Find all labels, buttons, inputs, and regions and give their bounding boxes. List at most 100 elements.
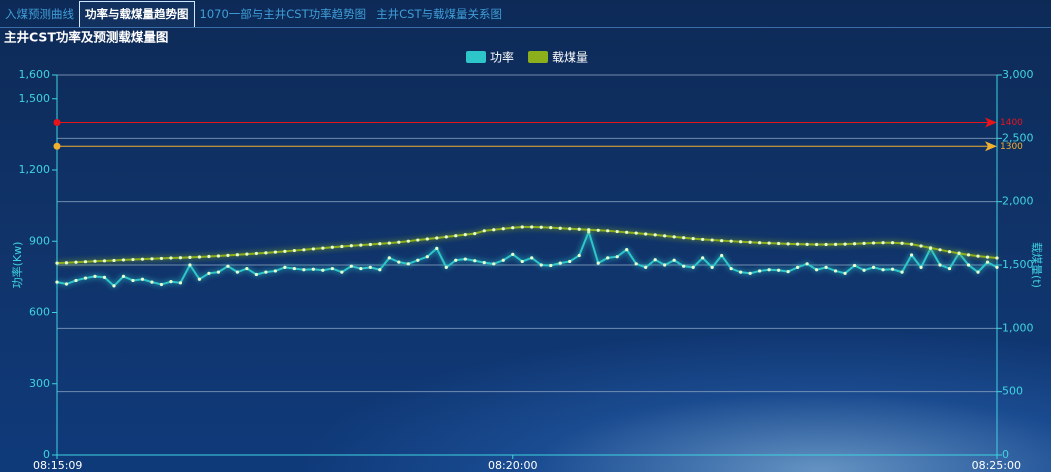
data-point <box>909 253 914 257</box>
data-point <box>663 263 667 267</box>
y-tick-label: 300 <box>29 377 50 390</box>
data-point <box>558 261 562 265</box>
data-point <box>359 266 363 271</box>
data-point <box>881 241 885 245</box>
data-point <box>83 276 88 280</box>
y2-tick-label: 1,000 <box>1002 321 1034 334</box>
data-point <box>976 254 980 258</box>
tab[interactable]: 主井CST与载煤量关系图 <box>376 7 502 21</box>
data-point <box>254 272 258 277</box>
data-point <box>634 262 638 266</box>
data-point <box>833 269 838 273</box>
tab[interactable]: 1070一部与主井CST功率趋势图 <box>199 7 367 21</box>
data-point <box>900 241 904 245</box>
data-point <box>463 257 467 261</box>
data-point <box>501 258 505 262</box>
data-point <box>55 280 59 284</box>
data-point <box>995 256 999 260</box>
data-point <box>852 263 857 268</box>
data-point <box>985 255 990 259</box>
data-point <box>311 247 315 251</box>
data-point <box>520 259 524 264</box>
data-point <box>292 248 296 253</box>
x-tick-label: 08:25:00 <box>972 459 1021 472</box>
data-point <box>568 227 572 231</box>
legend-label: 载煤量 <box>552 51 588 65</box>
data-point <box>644 265 648 269</box>
data-point <box>216 270 221 274</box>
data-point <box>150 257 154 261</box>
data-point <box>530 256 534 260</box>
data-point <box>824 242 828 247</box>
mark-line-start <box>53 119 61 126</box>
data-point <box>710 238 714 242</box>
mark-line-arrow <box>985 117 997 128</box>
data-point <box>758 269 762 273</box>
data-point <box>235 253 240 257</box>
chart-title: 主井CST功率及预测载煤量图 <box>4 30 168 45</box>
data-point <box>463 233 467 237</box>
data-point <box>796 242 800 246</box>
data-point <box>511 226 515 230</box>
y2-axis-label: 载煤量(t) <box>1030 242 1043 288</box>
data-point <box>596 261 600 265</box>
series-line <box>56 228 998 288</box>
data-point <box>890 267 895 271</box>
tab[interactable]: 入煤预测曲线 <box>5 7 74 21</box>
data-point <box>653 258 657 262</box>
data-point <box>900 270 904 274</box>
data-point <box>397 240 401 244</box>
data-point <box>710 265 714 269</box>
data-point <box>966 263 971 267</box>
data-point <box>862 241 866 245</box>
data-point <box>549 263 553 268</box>
data-point <box>64 282 69 286</box>
data-point <box>245 252 249 256</box>
data-point <box>767 241 771 245</box>
data-point <box>321 246 325 250</box>
data-point <box>805 242 809 246</box>
data-point <box>178 281 183 285</box>
y2-tick-label: 2,500 <box>1002 131 1034 144</box>
data-point <box>406 239 410 243</box>
data-point <box>159 256 164 261</box>
data-point <box>121 274 126 278</box>
data-point <box>112 258 116 263</box>
tab-active[interactable]: 功率与载煤量趋势图 <box>79 1 195 27</box>
data-point <box>767 268 771 272</box>
data-point <box>159 282 164 287</box>
y2-tick-label: 2,000 <box>1002 195 1034 208</box>
data-point <box>330 245 334 249</box>
data-point <box>805 262 809 266</box>
data-point <box>55 261 59 265</box>
data-point <box>207 254 211 259</box>
data-point <box>995 265 999 269</box>
y-tick-label: 1,500 <box>19 92 51 105</box>
data-point <box>596 228 600 232</box>
tab-bar: 入煤预测曲线 功率与载煤量趋势图 1070一部与主井CST功率趋势图 主井CST… <box>0 0 1051 28</box>
data-point <box>976 270 980 274</box>
data-point <box>729 266 733 271</box>
data-point <box>748 240 752 244</box>
data-point <box>862 268 866 272</box>
y2-tick-label: 500 <box>1002 385 1023 398</box>
data-point <box>64 261 69 265</box>
data-point <box>814 268 819 272</box>
data-point <box>112 284 116 288</box>
data-point <box>302 248 306 252</box>
data-point <box>216 254 221 258</box>
mark-line-start <box>53 142 61 150</box>
data-point <box>682 236 686 240</box>
data-point <box>235 270 240 274</box>
mark-line-label: 1400 <box>1000 118 1023 128</box>
data-point <box>919 265 923 269</box>
series-line <box>56 226 998 265</box>
data-point <box>653 233 657 237</box>
data-point <box>425 237 429 241</box>
data-point <box>625 247 629 252</box>
y2-tick-label: 3,000 <box>1002 68 1034 81</box>
data-point <box>606 256 610 260</box>
data-point <box>919 244 923 248</box>
data-point <box>587 228 591 232</box>
